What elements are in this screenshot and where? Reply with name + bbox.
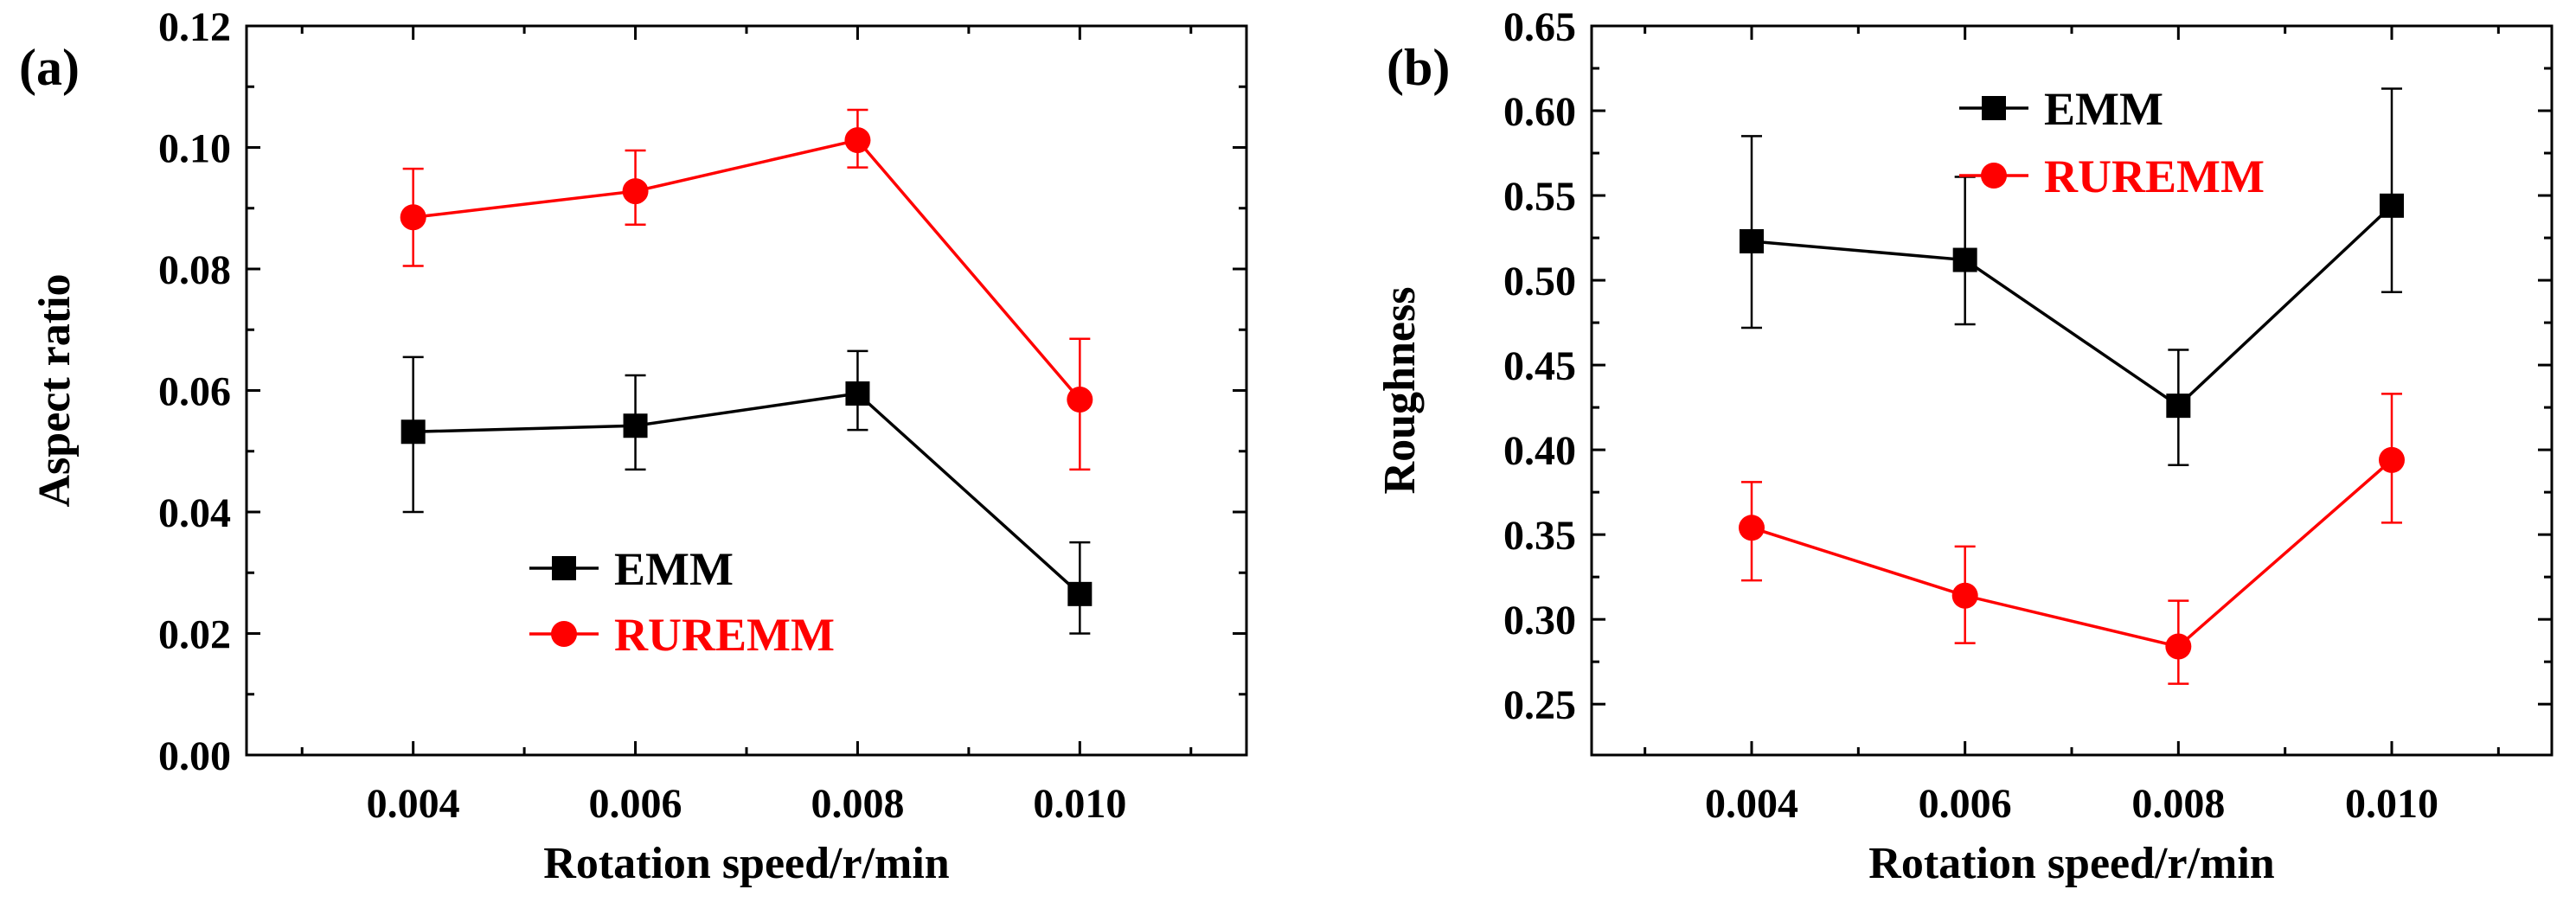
legend-label: EMM bbox=[614, 543, 734, 595]
plot-frame bbox=[1590, 24, 2554, 757]
y-tick-label: 0.25 bbox=[1503, 682, 1576, 728]
data-point bbox=[1951, 582, 1978, 609]
legend-label: RUREMM bbox=[2044, 150, 2265, 202]
series-line-ruremm bbox=[413, 138, 1081, 401]
x-tick-label: 0.004 bbox=[1705, 781, 1798, 827]
legend-marker bbox=[1981, 163, 2007, 189]
data-point bbox=[2165, 633, 2192, 660]
series-line-emm bbox=[413, 392, 1081, 596]
y-tick-label: 0.08 bbox=[158, 247, 231, 293]
legend-marker bbox=[1982, 96, 2006, 120]
y-tick-label: 0.55 bbox=[1503, 174, 1576, 220]
data-point bbox=[1952, 247, 1977, 272]
series-line-ruremm bbox=[1751, 458, 2393, 649]
panel-label: (b) bbox=[1387, 39, 1450, 96]
x-tick-label: 0.008 bbox=[811, 781, 904, 827]
legend-marker bbox=[551, 621, 577, 647]
y-tick-label: 0.02 bbox=[158, 612, 231, 658]
legend: EMM RUREMM bbox=[1959, 83, 2265, 202]
data-point bbox=[1067, 387, 1093, 413]
x-axis-title: Rotation speed/r/min bbox=[543, 839, 950, 888]
legend-marker bbox=[552, 556, 576, 580]
x-tick-label: 0.006 bbox=[1919, 781, 2012, 827]
data-point bbox=[2380, 193, 2404, 218]
y-tick-label: 0.12 bbox=[158, 4, 231, 50]
x-tick-label: 0.006 bbox=[589, 781, 682, 827]
data-point bbox=[2166, 394, 2191, 419]
panel-label: (a) bbox=[19, 39, 80, 96]
data-point bbox=[845, 381, 870, 406]
y-tick-label: 0.40 bbox=[1503, 428, 1576, 474]
y-axis-title: Roughness bbox=[1375, 287, 1425, 495]
legend: EMM RUREMM bbox=[529, 543, 835, 661]
data-point bbox=[844, 127, 871, 154]
y-tick-label: 0.50 bbox=[1503, 259, 1576, 304]
data-point bbox=[622, 178, 649, 205]
data-point bbox=[1067, 581, 1093, 606]
data-point bbox=[623, 413, 648, 438]
series-line-emm bbox=[1751, 204, 2393, 408]
y-tick-label: 0.06 bbox=[158, 369, 231, 415]
legend-label: RUREMM bbox=[614, 609, 835, 661]
y-tick-label: 0.45 bbox=[1503, 343, 1576, 389]
data-point bbox=[400, 204, 426, 231]
y-tick-label: 0.35 bbox=[1503, 513, 1576, 559]
y-axis-title: Aspect ratio bbox=[30, 273, 80, 507]
chart-panel-b: (b) Roughness Rotation speed/r/min 0.25 0… bbox=[1375, 4, 2554, 888]
y-tick-label: 0.30 bbox=[1503, 598, 1576, 643]
data-point bbox=[1739, 515, 1765, 541]
y-tick-label: 0.65 bbox=[1503, 4, 1576, 50]
legend-label: EMM bbox=[2044, 83, 2163, 135]
y-tick-label: 0.04 bbox=[158, 490, 231, 536]
x-tick-label: 0.010 bbox=[1033, 781, 1126, 827]
y-tick-label: 0.60 bbox=[1503, 89, 1576, 135]
data-point bbox=[2379, 446, 2405, 473]
y-tick-label: 0.00 bbox=[158, 733, 231, 779]
x-tick-label: 0.010 bbox=[2345, 781, 2438, 827]
x-tick-label: 0.004 bbox=[367, 781, 460, 827]
chart-panel-a: (a) Aspect ratio Rotation speed/r/min 0.… bbox=[19, 4, 1248, 888]
y-tick-label: 0.10 bbox=[158, 126, 231, 172]
x-tick-label: 0.008 bbox=[2131, 781, 2225, 827]
x-axis-title: Rotation speed/r/min bbox=[1868, 839, 2275, 888]
data-point bbox=[400, 419, 426, 445]
data-point bbox=[1740, 228, 1764, 253]
